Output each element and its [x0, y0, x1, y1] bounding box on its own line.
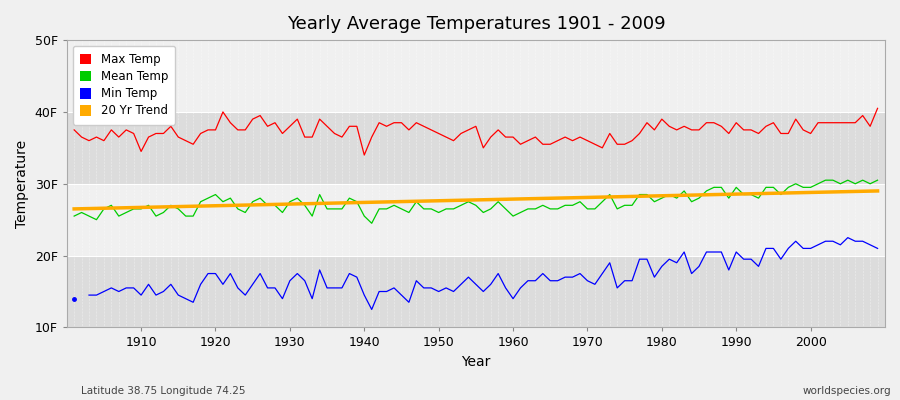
Title: Yearly Average Temperatures 1901 - 2009: Yearly Average Temperatures 1901 - 2009 [286, 15, 665, 33]
Legend: Max Temp, Mean Temp, Min Temp, 20 Yr Trend: Max Temp, Mean Temp, Min Temp, 20 Yr Tre… [73, 46, 176, 124]
Bar [67, 184, 885, 256]
Text: worldspecies.org: worldspecies.org [803, 386, 891, 396]
Y-axis label: Temperature: Temperature [15, 140, 29, 228]
Text: Latitude 38.75 Longitude 74.25: Latitude 38.75 Longitude 74.25 [81, 386, 246, 396]
Bar [67, 256, 885, 328]
Bar [67, 112, 885, 184]
Bar [67, 40, 885, 112]
X-axis label: Year: Year [461, 355, 491, 369]
